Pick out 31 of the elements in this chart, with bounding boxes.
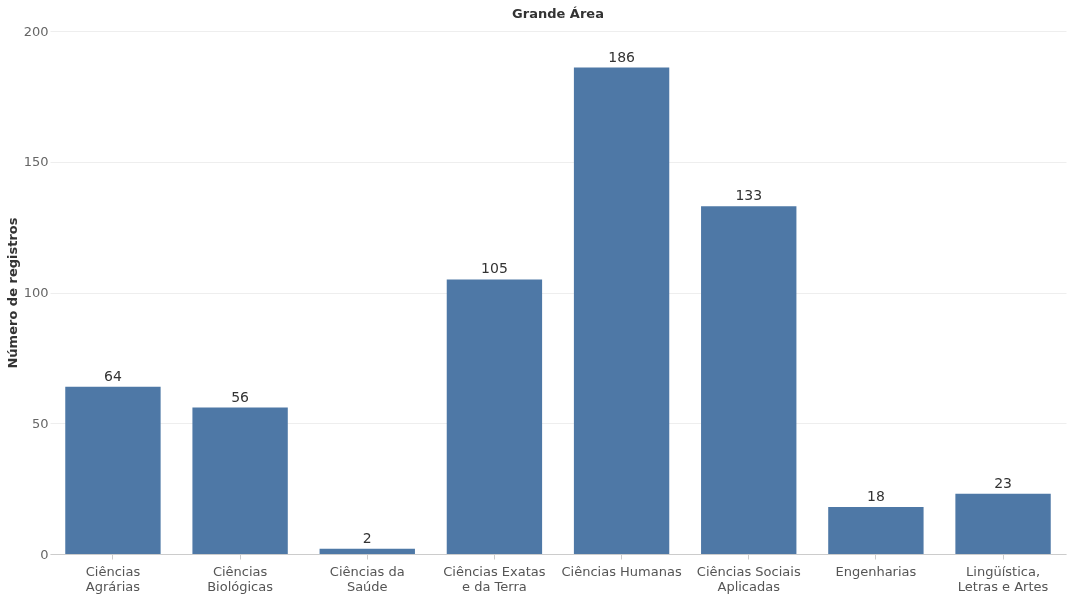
bar [446,279,543,554]
y-tick-label: 0 [40,546,49,562]
data-label: 18 [866,487,885,504]
chart-title: Grande Área [512,6,604,21]
y-tick-label: 50 [31,415,49,431]
y-tick-label: 150 [23,154,49,170]
x-tick-label: Ciências Sociais Aplicadas [696,563,801,594]
x-tick-label: Ciências Humanas [561,563,682,579]
data-label: 186 [608,48,636,65]
bar [955,493,1051,554]
y-tick-label: 200 [23,23,49,39]
bar [65,386,161,554]
bar [319,548,415,554]
bar [828,506,924,554]
x-tick-label: Lingüística, Letras e Artes [957,563,1049,594]
data-label: 23 [994,474,1012,491]
data-label: 133 [735,187,763,204]
data-label: 56 [231,388,250,405]
y-axis-title: Número de registros [4,217,20,369]
bar [192,407,288,554]
bar [573,67,670,554]
x-tick-label: Ciências Agrárias [85,563,141,594]
x-tick-label: Engenharias [835,563,917,579]
bar [701,206,797,554]
y-tick-label: 100 [23,285,49,300]
data-label: 2 [362,529,372,546]
x-tick-label: Ciências Biológicas [207,563,274,594]
x-tick-label: Ciências Exatas e da Terra [443,563,546,594]
data-label: 105 [481,260,508,277]
data-label: 64 [104,367,122,384]
x-tick-label: Ciências da Saúde [329,563,405,594]
